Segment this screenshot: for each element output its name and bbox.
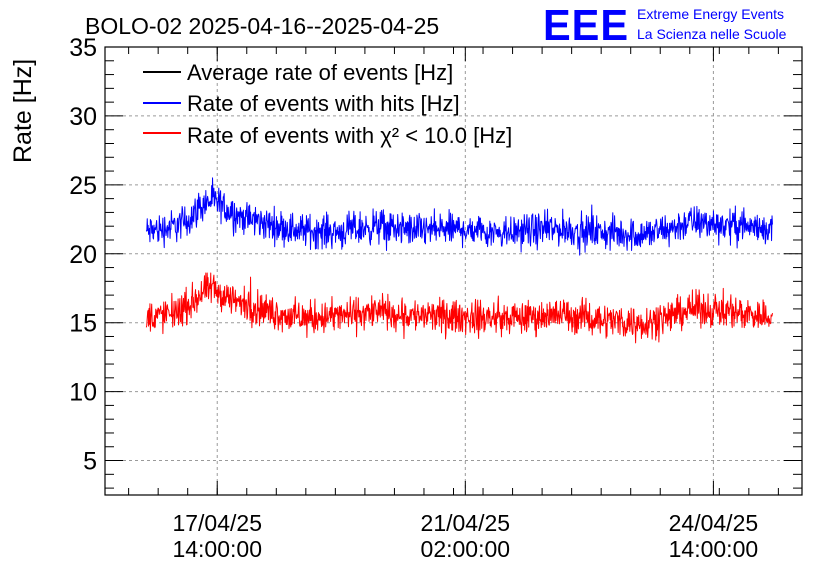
axis-ticks: [105, 46, 802, 495]
y-tick-label: 15: [69, 310, 97, 338]
eee-logo: EEE Extreme Energy Events La Scienza nel…: [543, 1, 787, 50]
logo-line-2: La Scienza nelle Scuole: [637, 26, 787, 42]
legend-label-average: Average rate of events [Hz]: [187, 60, 453, 85]
chart-title: BOLO-02 2025-04-16--2025-04-25: [85, 13, 439, 39]
y-axis-label: Rate [Hz]: [9, 59, 37, 163]
logo-line-1: Extreme Energy Events: [637, 6, 784, 22]
legend: Average rate of events [Hz] Rate of even…: [143, 60, 512, 148]
y-tick-label: 10: [69, 379, 97, 407]
tick-labels: 510152025303517/04/2514:00:0021/04/2502:…: [69, 34, 758, 562]
series-line-hits: [145, 177, 773, 256]
y-tick-label: 30: [69, 103, 97, 131]
y-tick-label: 5: [83, 448, 97, 476]
logo-mark: EEE: [543, 1, 629, 50]
y-tick-label: 25: [69, 172, 97, 200]
x-tick-time-label: 14:00:00: [172, 536, 262, 562]
legend-label-chi2: Rate of events with χ² < 10.0 [Hz]: [187, 123, 512, 148]
x-tick-date-label: 21/04/25: [421, 510, 511, 536]
series-line-chi2: [145, 272, 773, 344]
x-tick-time-label: 14:00:00: [669, 536, 759, 562]
x-tick-date-label: 17/04/25: [172, 510, 262, 536]
legend-label-hits: Rate of events with hits [Hz]: [187, 91, 460, 116]
series-layer: [145, 177, 773, 344]
x-tick-date-label: 24/04/25: [669, 510, 759, 536]
y-tick-label: 20: [69, 241, 97, 269]
y-tick-label: 35: [69, 34, 97, 62]
x-tick-time-label: 02:00:00: [421, 536, 511, 562]
